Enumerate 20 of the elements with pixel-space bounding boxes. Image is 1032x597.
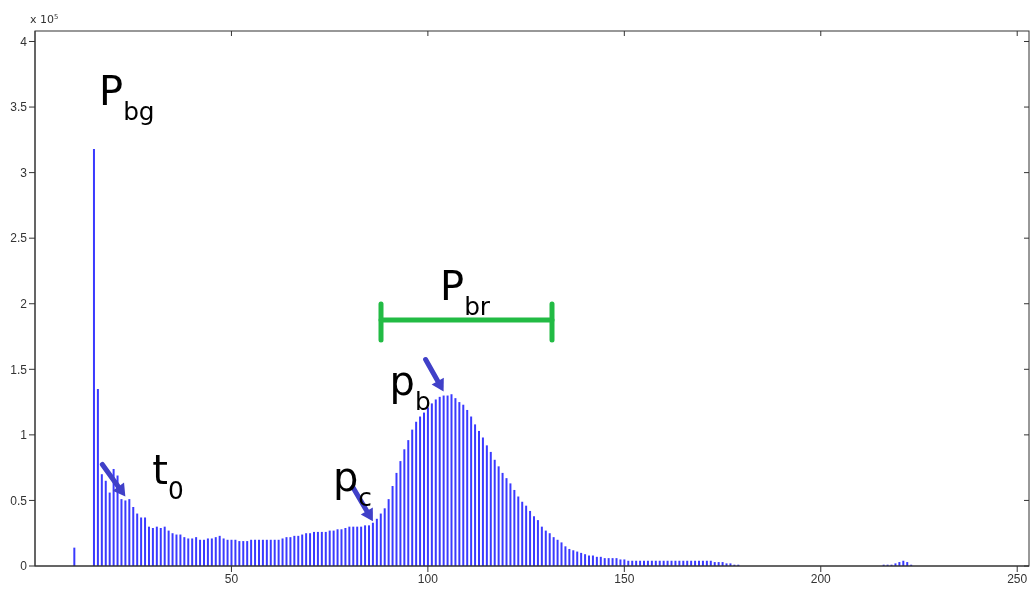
y-tick-label: 1 — [20, 428, 28, 443]
x-tick-label: 100 — [417, 571, 439, 586]
x-tick-label: 50 — [224, 571, 239, 586]
annotation: p$_{b}$ — [389, 357, 431, 416]
annotation: t$_{0}$ — [152, 447, 184, 505]
y-tick-label: 2 — [20, 297, 28, 312]
annotation: p$_{c}$ — [332, 454, 372, 512]
y-tick-label: 0 — [20, 559, 28, 574]
y-tick-label: 2.5 — [10, 231, 28, 246]
x-tick-label: 250 — [1007, 571, 1028, 586]
text: x 10$^{5}$ — [30, 13, 59, 26]
y-tick-label: 1.5 — [10, 362, 28, 377]
y-tick-label: 0.5 — [10, 493, 28, 508]
y-tick-label: 4 — [20, 34, 28, 49]
x-tick-label: 150 — [614, 571, 635, 586]
x-tick-label: 200 — [810, 571, 832, 586]
annotation: P$_{bg}$ — [99, 68, 155, 126]
annotation: P$_{br}$ — [440, 263, 491, 321]
y-tick-label: 3 — [20, 165, 28, 180]
y-tick-label: 3.5 — [10, 100, 28, 115]
